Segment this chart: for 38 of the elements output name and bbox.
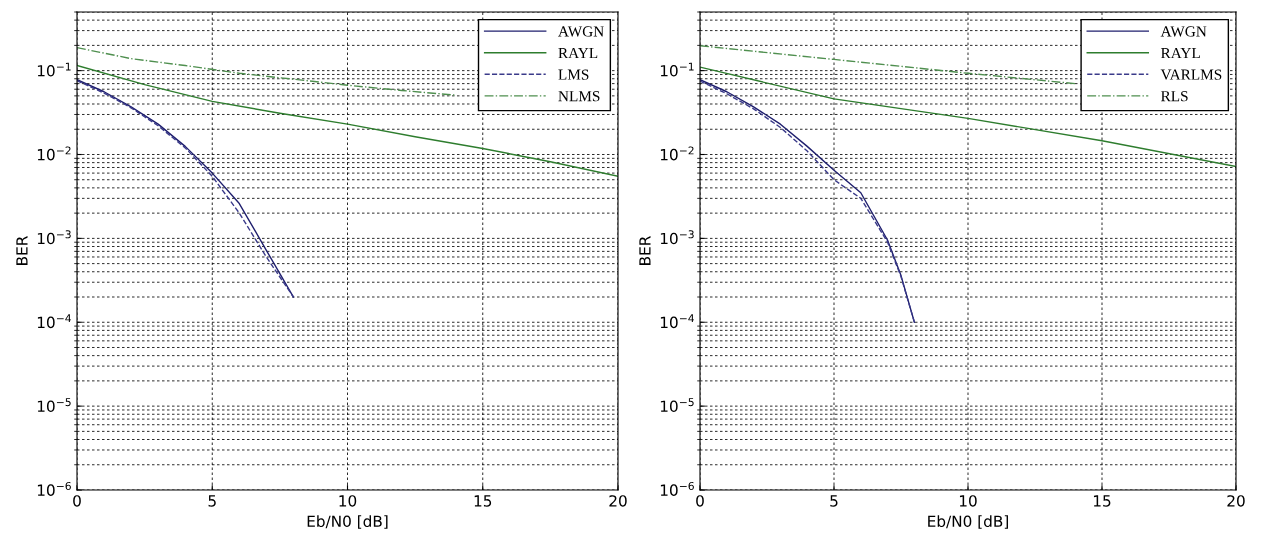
- x-tick-label: 10: [959, 495, 977, 507]
- line-series: [77, 64, 618, 177]
- legend-label: RAYL: [558, 47, 598, 59]
- x-axis-title: Eb/N0 [dB]: [307, 515, 388, 529]
- x-tick-label: 5: [208, 495, 216, 507]
- legend-label: RAYL: [1160, 47, 1200, 59]
- line-series: [700, 66, 1236, 168]
- y-axis-title: BER: [639, 236, 651, 265]
- y-tick-label: 10$^{−2}$: [37, 146, 71, 161]
- legend-label: VARLMS: [1160, 69, 1222, 80]
- x-tick-label: 15: [1093, 495, 1111, 507]
- legend-label: AWGN: [1160, 26, 1207, 37]
- line-series: [77, 46, 457, 96]
- x-tick-label: 0: [696, 495, 704, 507]
- y-tick-label: 10$^{−2}$: [660, 146, 694, 161]
- y-tick-label: 10$^{−3}$: [37, 230, 71, 245]
- y-tick-label: 10$^{−4}$: [37, 314, 71, 329]
- y-tick-label: 10$^{−5}$: [37, 398, 71, 413]
- y-tick-label: 10$^{−6}$: [37, 481, 71, 496]
- legend-label: AWGN: [558, 26, 604, 37]
- x-axis-title: Eb/N0 [dB]: [928, 515, 1008, 529]
- x-tick-label: 10: [339, 495, 357, 507]
- legend-label: LMS: [558, 69, 589, 80]
- x-tick-label: 15: [474, 495, 492, 507]
- y-tick-label: 10$^{−1}$: [660, 62, 694, 77]
- y-tick-label: 10$^{−5}$: [660, 398, 694, 413]
- x-tick-label: 5: [830, 495, 838, 507]
- y-tick-label: 10$^{−1}$: [37, 62, 71, 77]
- y-axis-title: BER: [16, 236, 28, 265]
- y-tick-label: 10$^{−4}$: [660, 314, 694, 329]
- y-tick-label: 10$^{−3}$: [660, 230, 694, 245]
- x-tick-label: 0: [73, 495, 81, 507]
- line-series: [700, 45, 1076, 85]
- x-tick-label: 20: [609, 495, 627, 507]
- y-tick-label: 10$^{−6}$: [660, 481, 694, 496]
- legend-label: NLMS: [558, 91, 600, 102]
- x-tick-label: 20: [1227, 495, 1245, 507]
- legend-label: RLS: [1160, 91, 1188, 102]
